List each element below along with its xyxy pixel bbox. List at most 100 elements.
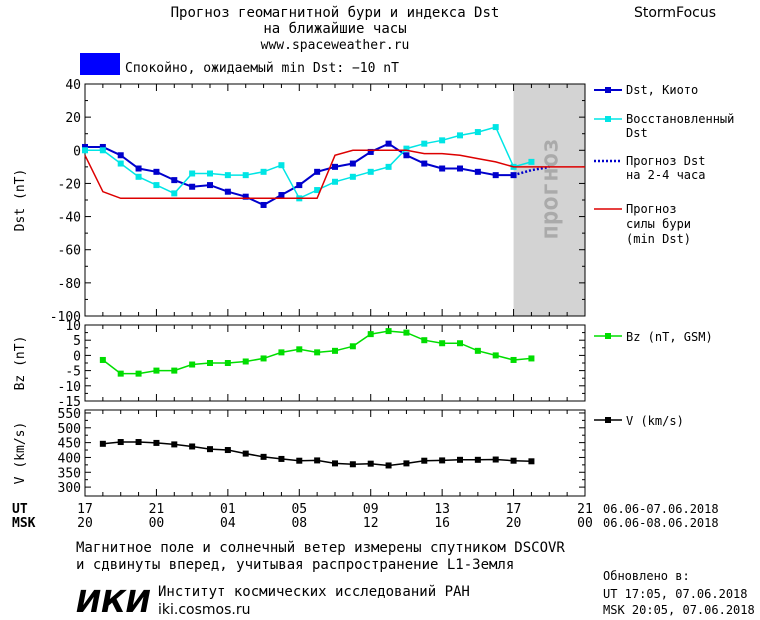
bz-axis-label: Bz (nT) <box>13 336 28 391</box>
data-point <box>314 168 321 175</box>
data-point <box>421 457 428 464</box>
data-point <box>349 173 356 180</box>
dst-ytick-label: 0 <box>73 144 81 159</box>
data-point <box>224 447 231 454</box>
data-point <box>349 461 356 468</box>
data-point <box>135 439 142 446</box>
data-point <box>171 177 178 184</box>
data-point <box>510 172 517 179</box>
institute-name: Институт космических исследований РАН <box>158 584 470 600</box>
legend-reconstructed-2: Dst <box>626 126 648 140</box>
dst-axis-label: Dst (nT) <box>13 169 28 232</box>
v-axis-label: V (km/s) <box>13 422 28 485</box>
legend-dst-kyoto-marker <box>605 87 611 93</box>
legend-dst-kyoto: Dst, Киото <box>626 83 698 97</box>
bz-ytick-label: -10 <box>58 380 81 395</box>
data-point <box>99 147 106 154</box>
data-point <box>207 182 213 189</box>
data-point <box>207 446 213 453</box>
brand-name: StormFocus <box>634 5 716 21</box>
data-point <box>439 457 446 464</box>
v-ytick-label: 300 <box>58 481 81 496</box>
updated-ut: UT 17:05, 07.06.2018 <box>603 587 748 601</box>
status-color-box <box>80 53 120 75</box>
data-point <box>332 163 338 170</box>
data-point <box>403 145 410 152</box>
data-point <box>224 188 231 195</box>
data-point <box>296 346 303 353</box>
legend-v: V (km/s) <box>626 414 684 428</box>
updated-msk: MSK 20:05, 07.06.2018 <box>603 603 755 617</box>
v-panel-frame <box>84 409 586 497</box>
data-point <box>332 178 338 185</box>
data-point <box>296 457 303 464</box>
v-ytick-label: 400 <box>58 451 81 466</box>
data-point <box>278 162 285 169</box>
data-point <box>135 173 142 180</box>
data-point <box>421 337 428 344</box>
data-point <box>296 182 303 189</box>
legend-forecast-dst-2: на 2-4 часа <box>626 168 705 182</box>
data-point <box>367 148 374 155</box>
msk-tick-label: 08 <box>291 516 307 531</box>
dst-ytick-label: -100 <box>50 310 81 325</box>
data-point <box>314 187 321 194</box>
data-point <box>242 193 249 200</box>
data-point <box>421 140 428 147</box>
data-point <box>224 360 231 366</box>
dst-ytick-label: -20 <box>58 177 81 192</box>
ut-tick-label: 17 <box>77 502 93 517</box>
data-point <box>457 340 463 347</box>
v-ytick-label: 500 <box>58 422 81 437</box>
v-ytick-label: 450 <box>58 437 81 452</box>
ut-tick-label: 09 <box>363 502 379 517</box>
data-point <box>474 347 481 354</box>
header-url: www.spaceweather.ru <box>261 38 410 53</box>
ut-date-range: 06.06-07.06.2018 <box>603 502 719 516</box>
data-point <box>189 183 196 190</box>
dst-ytick-label: -40 <box>58 211 81 226</box>
data-point <box>153 182 160 189</box>
msk-tick-label: 20 <box>506 516 522 531</box>
title-line-1: Прогноз геомагнитной бури и индекса Dst <box>171 5 500 21</box>
data-point <box>457 165 463 172</box>
dst-panel-frame <box>84 83 586 317</box>
bz-panel-frame <box>84 324 586 402</box>
data-point <box>474 168 481 175</box>
data-point <box>332 347 338 354</box>
data-point <box>260 201 267 208</box>
dst-ytick-label: -60 <box>58 244 81 259</box>
data-point <box>242 358 249 365</box>
msk-tick-label: 00 <box>149 516 165 531</box>
data-point <box>171 367 178 374</box>
ut-tick-label: 01 <box>220 502 236 517</box>
forecast-region <box>513 84 585 316</box>
iki-logo: ИКИ <box>76 585 151 620</box>
legend-storm-3: (min Dst) <box>626 232 691 246</box>
msk-tick-label: 16 <box>434 516 450 531</box>
data-point <box>278 455 285 462</box>
data-point <box>260 453 267 460</box>
data-point <box>82 143 88 150</box>
data-point <box>528 158 535 165</box>
legend-reconstructed-marker <box>605 116 611 122</box>
v-ytick-label: 550 <box>58 407 81 422</box>
data-point <box>492 352 499 359</box>
data-point <box>117 152 124 159</box>
legend-storm-2: силы бури <box>626 217 691 231</box>
footer-line-1: Магнитное поле и солнечный ветер измерен… <box>76 540 565 556</box>
data-point <box>99 356 106 363</box>
data-point <box>82 147 88 154</box>
data-point <box>528 355 535 362</box>
data-point <box>367 331 374 338</box>
data-point <box>189 361 196 368</box>
data-point <box>135 165 142 172</box>
data-point <box>260 355 267 362</box>
title-line-2: на ближайшие часы <box>263 21 406 37</box>
data-point <box>242 172 249 179</box>
data-point <box>224 172 231 179</box>
ut-tick-label: 21 <box>577 502 593 517</box>
data-point <box>492 456 499 463</box>
data-point <box>171 190 178 197</box>
